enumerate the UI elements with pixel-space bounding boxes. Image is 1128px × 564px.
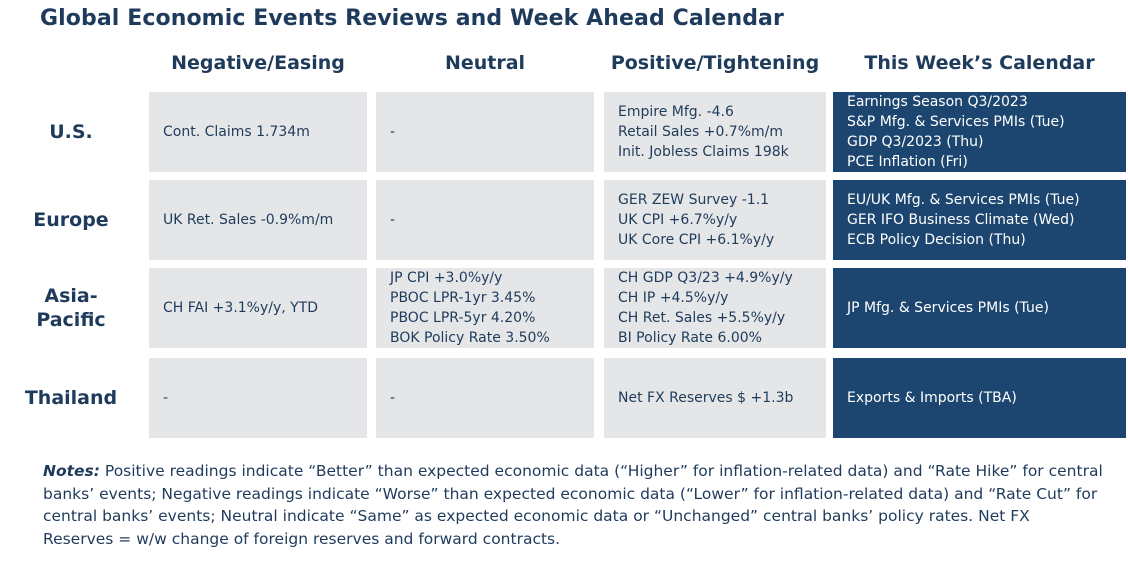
notes-paragraph: Notes: Positive readings indicate “Bette… (43, 460, 1103, 550)
calendar-event: Exports & Imports (TBA) (847, 390, 1017, 406)
cell-line: - (390, 212, 396, 228)
row-header-label: U.S. (49, 121, 93, 143)
cell-line: BI Policy Rate 6.00% (618, 330, 762, 346)
cell-line: CH GDP Q3/23 +4.9%y/y (618, 270, 793, 286)
cell-us-calendar: Earnings Season Q3/2023 S&P Mfg. & Servi… (833, 92, 1126, 172)
row-header-us: U.S. (0, 92, 142, 172)
row-header-label: Europe (33, 209, 109, 231)
cell-line: CH FAI +3.1%y/y, YTD (163, 300, 319, 316)
cell-line: PBOC LPR-5yr 4.20% (390, 310, 536, 326)
cell-line: BOK Policy Rate 3.50% (390, 330, 550, 346)
cell-thailand-neutral: - (376, 358, 594, 438)
row-header-europe: Europe (0, 180, 142, 260)
calendar-event: JP Mfg. & Services PMIs (Tue) (847, 300, 1049, 316)
cell-europe-negative: UK Ret. Sales -0.9%m/m (149, 180, 367, 260)
cell-line: Cont. Claims 1.734m (163, 124, 310, 140)
column-header-calendar: This Week’s Calendar (864, 52, 1095, 74)
cell-line: UK Ret. Sales -0.9%m/m (163, 212, 334, 228)
cell-asia-pacific-negative: CH FAI +3.1%y/y, YTD (149, 268, 367, 348)
cell-us-neutral: - (376, 92, 594, 172)
cell-us-negative: Cont. Claims 1.734m (149, 92, 367, 172)
calendar-event: Earnings Season Q3/2023 (847, 94, 1028, 110)
cell-line: CH Ret. Sales +5.5%y/y (618, 310, 786, 326)
row-header-label: Pacific (36, 309, 106, 331)
cell-line: JP CPI +3.0%y/y (390, 270, 503, 286)
notes-text: Positive readings indicate “Better” than… (43, 462, 1103, 548)
cell-asia-pacific-calendar: JP Mfg. & Services PMIs (Tue) (833, 268, 1126, 348)
calendar-event: EU/UK Mfg. & Services PMIs (Tue) (847, 192, 1080, 208)
row-header-label: Thailand (24, 387, 118, 409)
cell-line: - (163, 390, 169, 406)
calendar-event: S&P Mfg. & Services PMIs (Tue) (847, 114, 1065, 130)
calendar-event: ECB Policy Decision (Thu) (847, 232, 1026, 248)
column-header-neutral: Neutral (444, 52, 526, 74)
cell-asia-pacific-neutral: JP CPI +3.0%y/y PBOC LPR-1yr 3.45% PBOC … (376, 268, 594, 348)
cell-line: Retail Sales +0.7%m/m (618, 124, 784, 140)
cell-thailand-negative: - (149, 358, 367, 438)
row-header-asia-pacific: Asia- Pacific (0, 268, 142, 348)
cell-europe-neutral: - (376, 180, 594, 260)
notes-label: Notes: (43, 462, 100, 480)
cell-asia-pacific-positive: CH GDP Q3/23 +4.9%y/y CH IP +4.5%y/y CH … (604, 268, 826, 348)
cell-line: Empire Mfg. -4.6 (618, 104, 734, 120)
calendar-event: GER IFO Business Climate (Wed) (847, 212, 1075, 228)
column-header-negative: Negative/Easing (171, 52, 345, 74)
cell-line: PBOC LPR-1yr 3.45% (390, 290, 536, 306)
cell-line: UK CPI +6.7%y/y (618, 212, 738, 228)
cell-europe-positive: GER ZEW Survey -1.1 UK CPI +6.7%y/y UK C… (604, 180, 826, 260)
row-header-thailand: Thailand (0, 358, 142, 438)
page-title: Global Economic Events Reviews and Week … (40, 6, 784, 31)
column-header-positive: Positive/Tightening (610, 52, 820, 74)
cell-line: - (390, 390, 396, 406)
cell-line: UK Core CPI +6.1%y/y (618, 232, 775, 248)
cell-thailand-positive: Net FX Reserves $ +1.3b (604, 358, 826, 438)
cell-line: - (390, 124, 396, 140)
cell-europe-calendar: EU/UK Mfg. & Services PMIs (Tue) GER IFO… (833, 180, 1126, 260)
calendar-event: GDP Q3/2023 (Thu) (847, 134, 984, 150)
row-header-label: Asia- (44, 285, 98, 307)
cell-line: Net FX Reserves $ +1.3b (618, 390, 794, 406)
cell-thailand-calendar: Exports & Imports (TBA) (833, 358, 1126, 438)
cell-line: CH IP +4.5%y/y (618, 290, 729, 306)
cell-us-positive: Empire Mfg. -4.6 Retail Sales +0.7%m/m I… (604, 92, 826, 172)
cell-line: GER ZEW Survey -1.1 (618, 192, 770, 208)
cell-line: Init. Jobless Claims 198k (618, 144, 789, 160)
calendar-event: PCE Inflation (Fri) (847, 154, 968, 170)
